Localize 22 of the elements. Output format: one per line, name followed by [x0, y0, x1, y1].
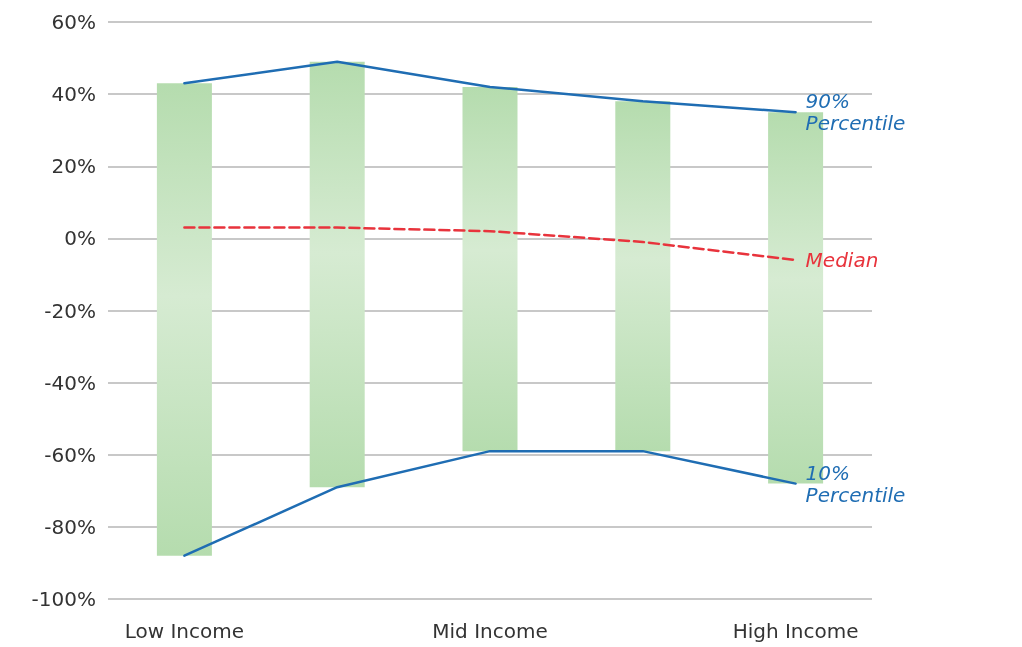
bar	[462, 86, 518, 452]
x-tick-label: Mid Income	[432, 619, 548, 643]
series-label: 90% Percentile	[805, 89, 906, 136]
line-series	[183, 60, 797, 114]
series-label: 10% Percentile	[805, 460, 906, 507]
series-label: Median	[805, 248, 879, 273]
y-tick-label: -60%	[44, 442, 96, 467]
y-tick-label: 60%	[51, 10, 96, 34]
bar	[156, 83, 212, 556]
y-tick-label: 40%	[51, 82, 96, 107]
bar	[615, 101, 671, 452]
bar	[309, 61, 365, 488]
line-series	[183, 226, 797, 262]
y-tick-label: 0%	[64, 226, 96, 251]
y-tick-label: 20%	[51, 154, 96, 179]
x-tick-label: Low Income	[124, 619, 245, 643]
line-series	[183, 449, 797, 557]
y-tick-label: -20%	[44, 298, 96, 323]
y-tick-label: -40%	[44, 370, 96, 395]
x-tick-label: High Income	[732, 619, 859, 643]
y-tick-label: -80%	[44, 514, 96, 539]
y-tick-label: -100%	[31, 587, 96, 611]
